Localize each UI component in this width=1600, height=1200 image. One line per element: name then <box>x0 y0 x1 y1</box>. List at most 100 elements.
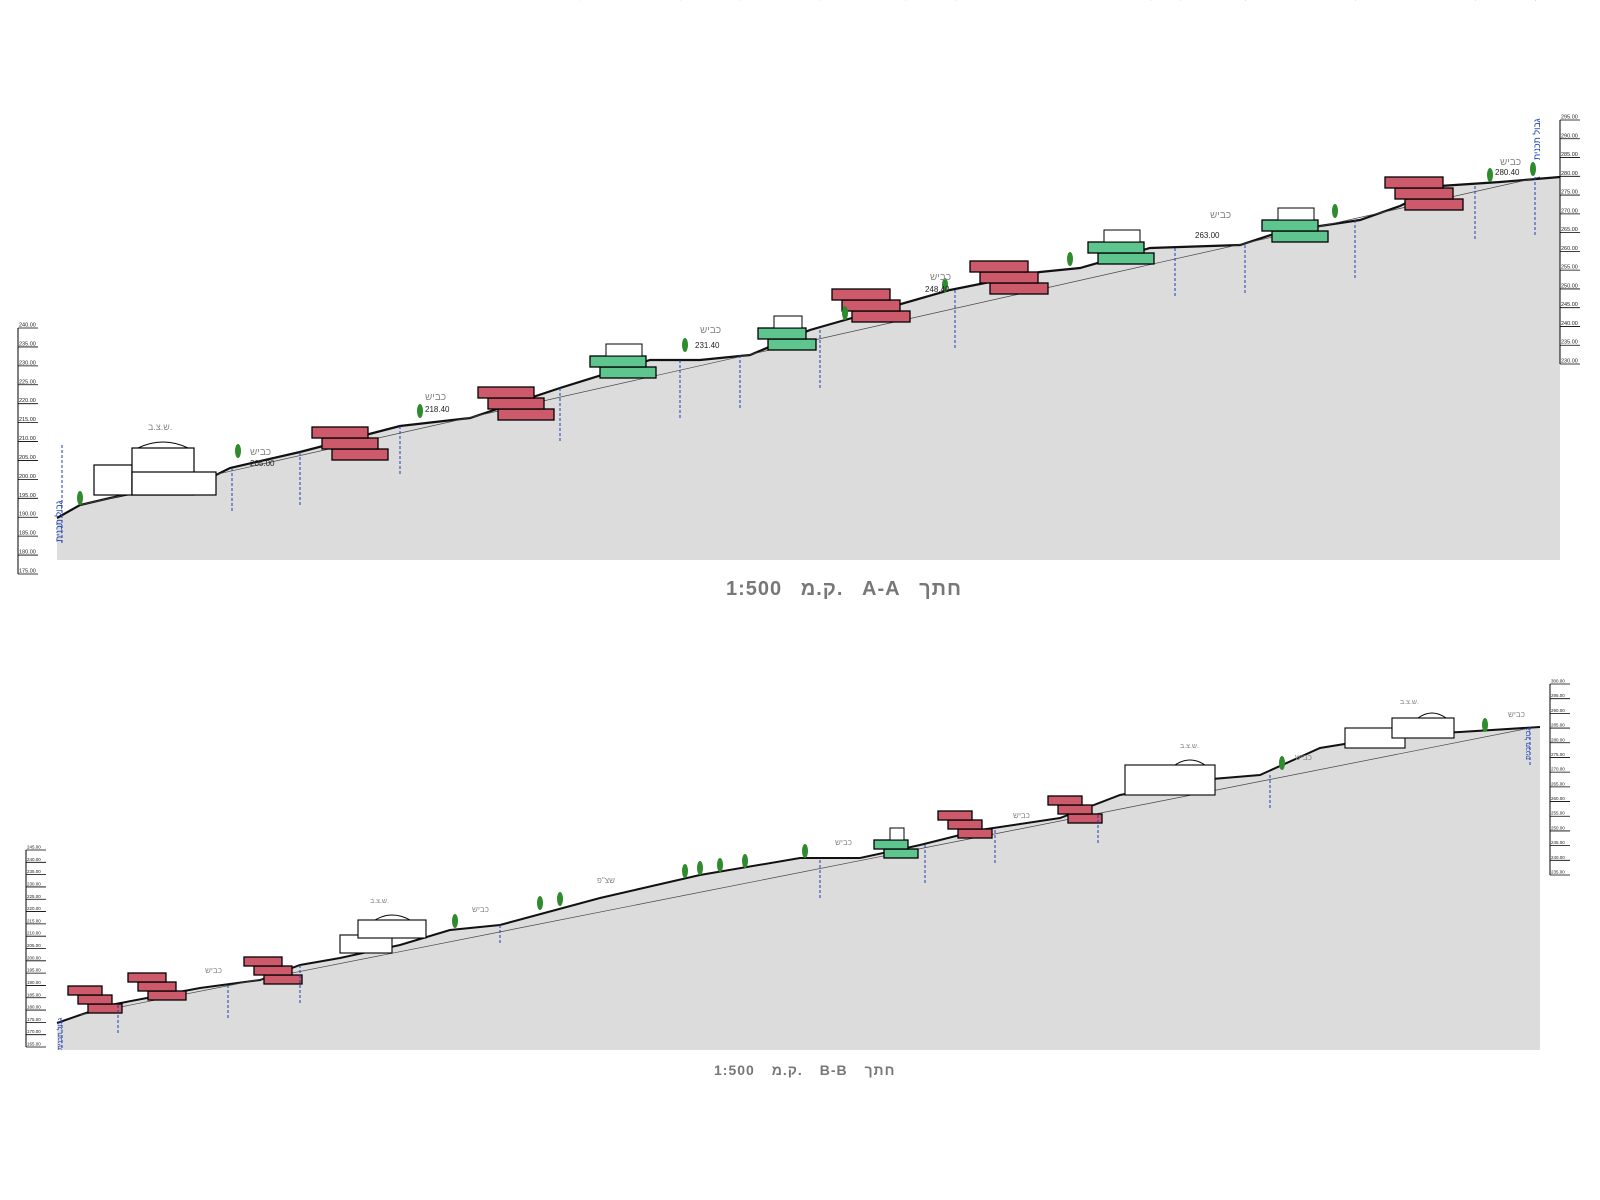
axis-tick-label: 220.00 <box>19 398 36 404</box>
building-floor <box>883 848 919 859</box>
building-floor <box>1271 230 1329 243</box>
building-floor <box>331 448 389 461</box>
level-label: 248.40 <box>925 285 950 294</box>
building-floor <box>1067 813 1103 824</box>
section-a-scale: 1:500 <box>726 578 783 600</box>
axis-tick-label: 270.00 <box>1561 208 1578 214</box>
building-floor <box>937 810 973 821</box>
residential-building <box>589 343 657 379</box>
building-floor <box>957 828 993 839</box>
section-b-left-elevation-axis: 245.00 240.00 235.00 230.00 225.00 220.00 215.… <box>25 845 46 1048</box>
public-building-label: ש.צ.ב. <box>1180 743 1199 750</box>
axis-tick-label: 295.00 <box>1561 115 1578 121</box>
building-volume <box>131 471 217 496</box>
section-a-caption: 1:500 ק.מ. A-A חתך <box>720 578 968 601</box>
axis-tick-label: 200.00 <box>27 955 41 960</box>
tree-icon <box>717 858 723 872</box>
axis-tick-label: 230.00 <box>1561 359 1578 365</box>
tree-icon <box>682 338 688 352</box>
axis-tick-label: 190.00 <box>19 512 36 518</box>
tree-icon <box>942 278 948 292</box>
building-floor <box>589 355 647 368</box>
residential-building <box>873 827 919 859</box>
axis-tick-label: 205.00 <box>19 455 36 461</box>
road-label: כביש <box>930 272 951 283</box>
axis-tick-label: 175.00 <box>19 569 36 575</box>
road-label: כביש <box>1013 811 1030 820</box>
building-floor <box>253 965 293 976</box>
axis-tick-label: 195.00 <box>27 968 41 973</box>
tree-icon <box>842 306 848 320</box>
axis-tick-label: 255.00 <box>1551 811 1565 816</box>
section-a-scale-label: ק.מ. <box>800 578 844 600</box>
axis-tick-label: 280.00 <box>1561 171 1578 177</box>
building-floor <box>947 819 983 830</box>
axis-tick-label: 285.00 <box>1561 152 1578 158</box>
axis-tick-label: 210.00 <box>27 931 41 936</box>
ground-fill <box>57 727 1540 1050</box>
tree-icon <box>1482 718 1488 732</box>
axis-tick-label: 230.00 <box>27 881 41 886</box>
axis-tick-label: 275.00 <box>1551 752 1565 757</box>
axis-tick-label: 250.00 <box>1561 283 1578 289</box>
section-b-right-elevation-axis: 300.00 295.00 290.00 285.00 280.00 275.00 270.… <box>1549 679 1570 876</box>
axis-tick-label: 180.00 <box>27 1005 41 1010</box>
road-label: כביש <box>250 447 271 458</box>
building-floor <box>487 397 545 410</box>
tree-icon <box>77 491 83 505</box>
building-floor <box>67 985 103 996</box>
plan-edge-label: גבול תכנית <box>54 500 64 542</box>
axis-tick-label: 180.00 <box>19 550 36 556</box>
roof-structure <box>1277 207 1315 221</box>
residential-building <box>757 315 817 351</box>
road-label: כביש <box>1210 210 1231 221</box>
roof-structure <box>773 315 803 329</box>
building-floor <box>77 994 113 1005</box>
building-floor <box>989 282 1049 295</box>
axis-tick-label: 235.00 <box>1561 340 1578 346</box>
axis-tick-label: 210.00 <box>19 436 36 442</box>
axis-tick-label: 290.00 <box>1561 133 1578 139</box>
road-label: כביש <box>1295 753 1312 762</box>
axis-tick-label: 265.00 <box>1561 227 1578 233</box>
level-label: 231.40 <box>695 341 720 350</box>
road-label: כביש <box>1500 157 1521 168</box>
building-floor <box>243 956 283 967</box>
residential-building <box>969 260 1049 295</box>
dome-roof <box>1417 712 1447 719</box>
section-b-scale: 1:500 <box>714 1062 755 1078</box>
tree-icon <box>1530 162 1536 176</box>
natural-ground-line <box>79 727 1531 1016</box>
section-b-caption: 1:500 ק.מ. B-B חתך <box>708 1062 901 1078</box>
axis-tick-label: 295.00 <box>1551 693 1565 698</box>
axis-tick-label: 290.00 <box>1551 708 1565 713</box>
building-volume <box>1391 717 1455 739</box>
residential-building <box>243 956 303 985</box>
building-volume <box>93 464 133 496</box>
level-label: 205.00 <box>250 459 275 468</box>
section-a-left-elevation-axis: 240.00 235.00 230.00 225.00 220.00 215.00 210.… <box>17 323 38 575</box>
road-label: כביש <box>205 966 222 975</box>
axis-tick-label: 175.00 <box>27 1017 41 1022</box>
public-building-label: ש.צ.ב. <box>370 898 389 905</box>
section-b-scale-label: ק.מ. <box>771 1062 803 1078</box>
tree-icon <box>452 914 458 928</box>
level-label: 218.40 <box>425 405 450 414</box>
section-b-title: חתך <box>864 1062 896 1078</box>
building-floor <box>87 1003 123 1014</box>
section-a-id: A-A <box>862 578 901 600</box>
building-floor <box>263 974 303 985</box>
section-a-title: חתך <box>919 578 962 600</box>
building-floor <box>147 990 187 1001</box>
park-label: שצ"פ <box>597 876 615 885</box>
axis-tick-label: 255.00 <box>1561 265 1578 271</box>
axis-tick-label: 215.00 <box>19 417 36 423</box>
building-volume <box>357 919 427 939</box>
axis-tick-label: 220.00 <box>27 906 41 911</box>
tree-icon <box>1487 168 1493 182</box>
tree-icon <box>742 854 748 868</box>
road-label: כביש <box>425 392 446 403</box>
residential-building <box>1087 229 1155 265</box>
section-a-right-elevation-axis: 295.00 290.00 285.00 280.00 275.00 270.00 265.… <box>1559 115 1580 365</box>
public-building <box>339 914 427 954</box>
